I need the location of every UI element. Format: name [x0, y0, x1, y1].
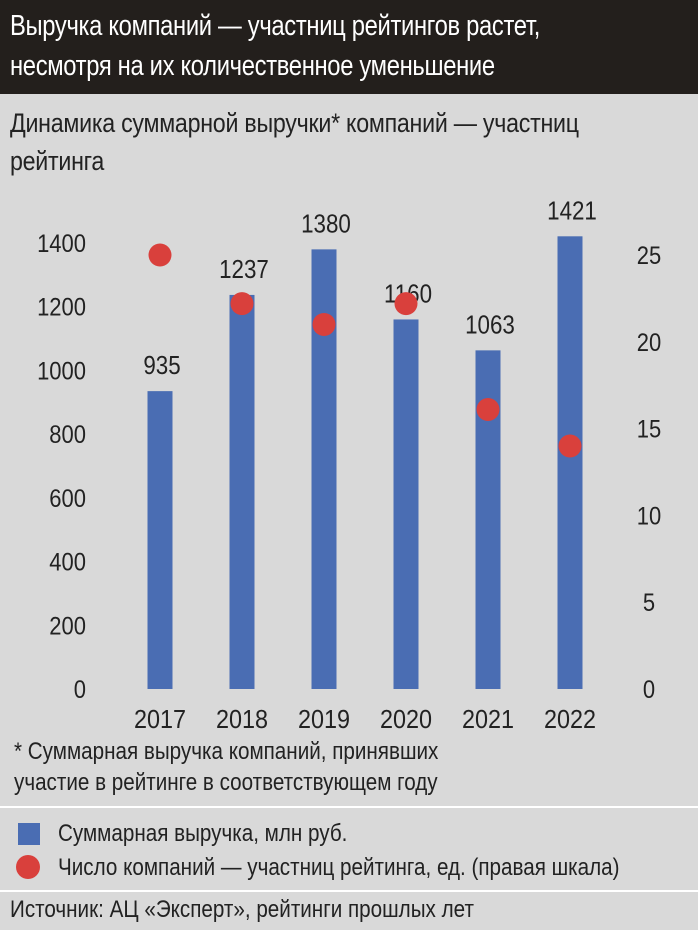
data-point: [312, 312, 336, 336]
legend-dots-label: Число компаний — участниц рейтинга, ед. …: [58, 854, 620, 881]
bar: [557, 236, 583, 689]
y-right-tick-label: 0: [643, 676, 655, 704]
bar: [147, 391, 173, 689]
bar-data-label: 1421: [547, 197, 597, 226]
chart-title-line2: несмотря на их количественное уменьшение: [10, 50, 495, 82]
chart-subtitle-line2: рейтинга: [10, 146, 105, 176]
chart-header: Выручка компаний — участниц рейтингов ра…: [0, 0, 698, 94]
legend-item-bars: Суммарная выручка, млн руб.: [14, 818, 694, 852]
y-right-tick-label: 25: [637, 242, 661, 270]
data-point: [476, 398, 500, 422]
chart-title: Выручка компаний — участниц рейтингов ра…: [10, 6, 571, 86]
y-left-tick-label: 1400: [37, 230, 86, 258]
x-tick-label: 2020: [380, 706, 432, 734]
y-right-tick-label: 5: [643, 589, 655, 617]
y-right-tick-label: 15: [637, 415, 661, 443]
legend-bar-swatch: [18, 823, 40, 845]
y-left-tick-label: 0: [74, 676, 86, 704]
footnote-line1: * Суммарная выручка компаний, принявших: [14, 738, 439, 765]
data-point: [394, 292, 418, 316]
x-tick-label: 2017: [134, 706, 186, 734]
chart-title-line1: Выручка компаний — участниц рейтингов ра…: [10, 10, 541, 42]
bar: [229, 294, 255, 689]
y-left-tick-label: 1000: [37, 357, 86, 385]
data-point: [230, 292, 254, 316]
data-point: [558, 434, 582, 458]
x-tick-label: 2022: [544, 706, 596, 734]
x-tick-label: 2018: [216, 706, 268, 734]
x-tick-label: 2019: [298, 706, 350, 734]
chart-subtitle-line1: Динамика суммарной выручки* компаний — у…: [10, 108, 579, 138]
footnote: * Суммарная выручка компаний, принявших …: [14, 736, 590, 798]
data-point: [148, 243, 172, 267]
divider-top: [0, 806, 698, 808]
source-note: Источник: АЦ «Эксперт», рейтинги прошлых…: [10, 896, 474, 923]
x-tick-label: 2021: [462, 706, 514, 734]
y-left-tick-label: 1200: [37, 293, 86, 321]
y-left-tick-label: 200: [49, 612, 86, 640]
y-left-tick-label: 800: [49, 421, 86, 449]
revenue-chart: 0 200 400 600 800 1000 1200 1400 0 5 10 15 20 25 935 20…: [37, 197, 661, 735]
legend-dot-swatch: [16, 855, 40, 879]
legend-bars-label: Суммарная выручка, млн руб.: [58, 820, 348, 847]
y-left-tick-label: 400: [49, 548, 86, 576]
divider-bottom: [0, 890, 698, 892]
bar-data-label: 1237: [219, 255, 269, 284]
chart-subtitle: Динамика суммарной выручки* компаний — у…: [10, 104, 598, 180]
bar-data-label: 1063: [465, 311, 515, 340]
bar-data-label: 1380: [301, 210, 351, 239]
legend: Суммарная выручка, млн руб. Число компан…: [0, 810, 698, 890]
bar-data-label: 935: [143, 352, 180, 381]
y-left-tick-label: 600: [49, 485, 86, 513]
legend-item-dots: Число компаний — участниц рейтинга, ед. …: [14, 852, 694, 886]
y-right-tick-label: 20: [637, 329, 661, 357]
bar: [393, 319, 419, 689]
footnote-line2: участие в рейтинге в соответствующем год…: [14, 769, 438, 796]
y-right-tick-label: 10: [637, 502, 661, 530]
